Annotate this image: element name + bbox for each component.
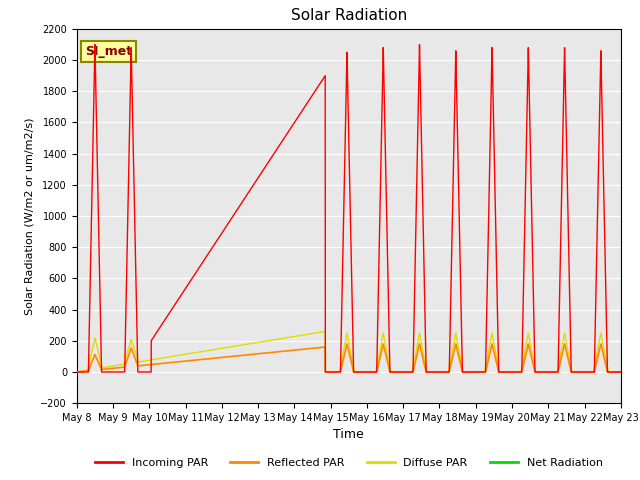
Legend: Incoming PAR, Reflected PAR, Diffuse PAR, Net Radiation: Incoming PAR, Reflected PAR, Diffuse PAR… — [91, 454, 607, 472]
Title: Solar Radiation: Solar Radiation — [291, 9, 407, 24]
Y-axis label: Solar Radiation (W/m2 or um/m2/s): Solar Radiation (W/m2 or um/m2/s) — [25, 117, 35, 315]
Text: SI_met: SI_met — [85, 45, 132, 58]
X-axis label: Time: Time — [333, 429, 364, 442]
